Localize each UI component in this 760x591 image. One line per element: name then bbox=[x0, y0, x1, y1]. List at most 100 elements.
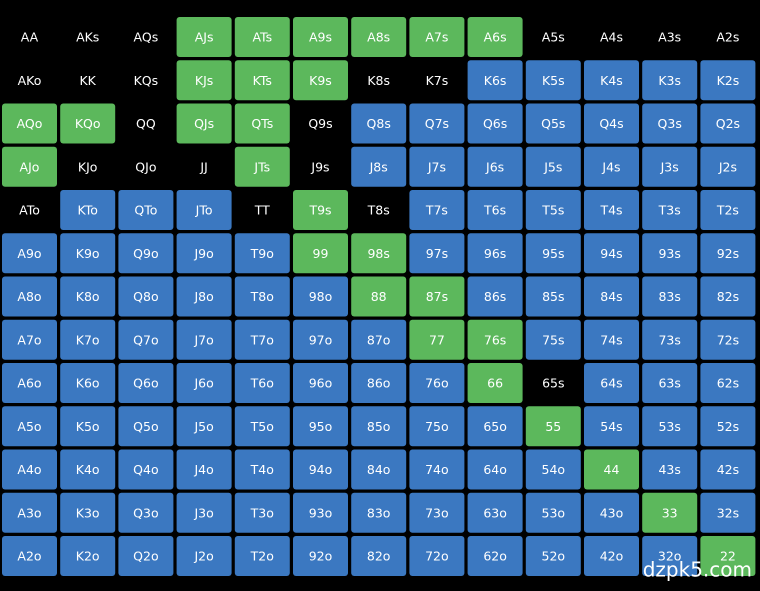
hand-cell bbox=[525, 233, 581, 274]
hand-cell bbox=[234, 319, 290, 360]
hand-cell bbox=[351, 319, 407, 360]
hand-label: K7o bbox=[76, 332, 100, 347]
hand-label: A5s bbox=[542, 30, 565, 45]
hand-cell bbox=[700, 146, 756, 187]
hand-cell bbox=[642, 319, 698, 360]
hand-cell bbox=[409, 363, 465, 403]
hand-cell bbox=[642, 103, 698, 144]
hand-label: J6o bbox=[193, 376, 213, 391]
hand-cell bbox=[409, 276, 465, 317]
hand-cell bbox=[234, 536, 290, 576]
hand-cell bbox=[234, 449, 290, 490]
hand-label: Q4o bbox=[133, 462, 158, 477]
hand-cell bbox=[176, 190, 232, 230]
hand-cell bbox=[293, 233, 348, 274]
hand-cell bbox=[118, 276, 174, 317]
hand-cell bbox=[176, 233, 232, 274]
hand-label: JTs bbox=[253, 159, 270, 174]
hand-cell bbox=[176, 406, 232, 447]
hand-cell bbox=[2, 190, 57, 230]
hand-label: J8o bbox=[193, 289, 213, 304]
hand-cell bbox=[642, 276, 698, 317]
hand-label: AKo bbox=[18, 73, 42, 88]
hand-cell bbox=[467, 363, 523, 403]
hand-cell bbox=[60, 276, 116, 317]
hand-cell bbox=[584, 492, 639, 533]
hand-label: Q5s bbox=[541, 116, 565, 131]
hand-grid: AA AKs AQs AJs ATs A9s A8s A7s A6s A5s A4s A3s A2s AK… bbox=[2, 17, 756, 576]
hand-label: 55 bbox=[545, 419, 561, 434]
hand-cell bbox=[118, 60, 174, 101]
hand-cell bbox=[700, 103, 756, 144]
hand-label: K9s bbox=[309, 73, 332, 88]
hand-label: 86o bbox=[367, 376, 391, 391]
hand-cell bbox=[584, 60, 639, 101]
hand-cell bbox=[409, 146, 465, 187]
hand-label: K3s bbox=[658, 73, 681, 88]
hand-cell bbox=[525, 190, 581, 230]
hand-label: 87s bbox=[426, 289, 448, 304]
hand-label: 74s bbox=[600, 332, 622, 347]
hand-label: 73o bbox=[425, 505, 449, 520]
hand-label: QJs bbox=[194, 116, 214, 131]
hand-label: 66 bbox=[487, 376, 503, 391]
hand-label: 76o bbox=[425, 376, 449, 391]
hand-label: A8o bbox=[17, 289, 41, 304]
hand-cell bbox=[642, 233, 698, 274]
hand-label: AQs bbox=[134, 30, 159, 45]
hand-cell bbox=[700, 363, 756, 403]
hand-label: J6s bbox=[485, 159, 504, 174]
hand-label: 74o bbox=[425, 462, 449, 477]
hand-label: J3o bbox=[193, 505, 213, 520]
hand-label: 84o bbox=[367, 462, 391, 477]
hand-cell bbox=[584, 319, 639, 360]
hand-cell bbox=[700, 17, 756, 57]
hand-label: 32s bbox=[717, 505, 739, 520]
hand-cell bbox=[176, 60, 232, 101]
hand-label: J9o bbox=[193, 246, 213, 261]
hand-label: QJo bbox=[135, 159, 156, 174]
hand-cell bbox=[584, 406, 639, 447]
hand-cell bbox=[2, 492, 57, 533]
hand-label: 42s bbox=[717, 462, 739, 477]
hand-label: A6o bbox=[17, 376, 41, 391]
hand-cell bbox=[2, 319, 57, 360]
hand-cell bbox=[118, 363, 174, 403]
hand-cell bbox=[351, 363, 407, 403]
hand-label: T5s bbox=[541, 203, 564, 218]
hand-label: 97s bbox=[426, 246, 448, 261]
hand-label: AKs bbox=[76, 30, 99, 45]
hand-label: T9s bbox=[308, 203, 331, 218]
hand-cell bbox=[642, 449, 698, 490]
hand-label: 75o bbox=[425, 419, 449, 434]
hand-cell bbox=[2, 536, 57, 576]
hand-label: 43o bbox=[600, 505, 624, 520]
hand-cell bbox=[351, 536, 407, 576]
hand-label: K3o bbox=[76, 505, 100, 520]
hand-label: A2o bbox=[17, 549, 41, 564]
hand-label: J9s bbox=[310, 159, 329, 174]
hand-label: 82s bbox=[717, 289, 739, 304]
hand-cell bbox=[293, 492, 348, 533]
hand-cell bbox=[176, 536, 232, 576]
hand-label: K2o bbox=[76, 549, 100, 564]
hand-cell bbox=[467, 190, 523, 230]
hand-cell bbox=[60, 319, 116, 360]
hand-cell bbox=[642, 60, 698, 101]
hand-label: 97o bbox=[309, 332, 333, 347]
hand-cell bbox=[118, 233, 174, 274]
hand-cell bbox=[60, 406, 116, 447]
hand-cell bbox=[234, 276, 290, 317]
hand-cell bbox=[118, 103, 174, 144]
hand-label: 44 bbox=[604, 462, 620, 477]
hand-label: AJo bbox=[20, 159, 40, 174]
hand-cell bbox=[293, 190, 348, 230]
hand-cell bbox=[467, 406, 523, 447]
hand-cell bbox=[60, 449, 116, 490]
hand-label: 99 bbox=[313, 246, 329, 261]
hand-cell bbox=[2, 60, 57, 101]
hand-cell bbox=[176, 276, 232, 317]
hand-label: J7o bbox=[193, 332, 213, 347]
hand-label: KTs bbox=[253, 73, 272, 88]
hand-cell bbox=[60, 190, 116, 230]
